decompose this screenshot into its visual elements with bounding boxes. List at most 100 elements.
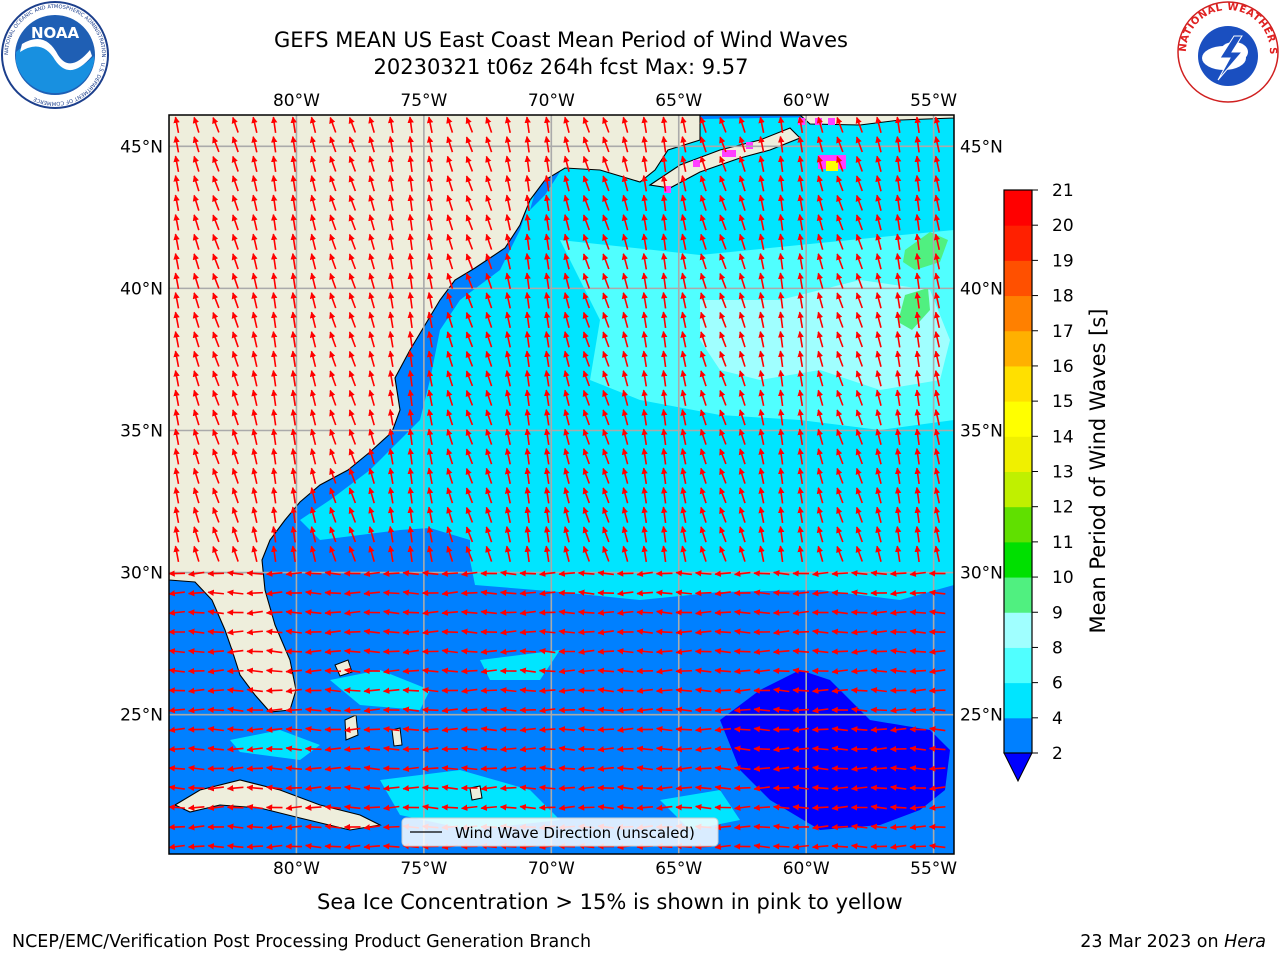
wave-direction-arrow (173, 272, 180, 290)
wave-direction-arrow (290, 174, 297, 192)
wave-direction-arrow (563, 428, 570, 445)
wave-direction-arrow (621, 389, 629, 406)
wave-direction-arrow (426, 331, 434, 348)
wave-direction-arrow (914, 291, 921, 309)
wave-direction-arrow (407, 369, 414, 387)
wave-direction-arrow (602, 155, 610, 172)
wave-direction-arrow (680, 409, 687, 426)
wave-direction-arrow (875, 155, 882, 172)
wave-direction-arrow (661, 408, 668, 426)
wave-direction-arrow (582, 487, 591, 504)
wave-direction-arrow (368, 428, 375, 445)
wave-direction-arrow (173, 175, 180, 192)
wave-direction-arrow (738, 292, 746, 309)
wave-direction-arrow (758, 487, 765, 504)
wave-direction-arrow (680, 116, 687, 133)
wave-direction-arrow (661, 506, 668, 524)
wave-direction-arrow (738, 370, 746, 387)
wave-direction-arrow (348, 311, 357, 328)
wave-direction-arrow (465, 350, 474, 367)
wave-direction-arrow (811, 784, 829, 792)
wave-direction-arrow (758, 136, 765, 153)
wave-direction-arrow (597, 667, 615, 675)
wave-direction-arrow (368, 253, 375, 270)
wave-direction-arrow (836, 428, 844, 445)
wave-direction-arrow (933, 116, 941, 133)
wave-direction-arrow (348, 214, 357, 231)
wave-direction-arrow (855, 487, 864, 504)
wave-direction-arrow (485, 194, 493, 211)
wave-direction-arrow (719, 194, 727, 211)
wave-direction-arrow (173, 506, 180, 524)
chart-subtitle: 20230321 t06z 264h fcst Max: 9.57 (373, 55, 749, 79)
wave-direction-arrow (758, 448, 765, 465)
wave-direction-arrow (914, 116, 921, 134)
wave-direction-arrow (661, 330, 668, 348)
wave-direction-arrow (699, 292, 707, 309)
wave-direction-arrow (602, 428, 610, 445)
wave-direction-arrow (543, 486, 551, 504)
wave-direction-arrow (251, 233, 258, 250)
wave-direction-arrow (778, 350, 785, 368)
wave-direction-arrow (309, 272, 317, 289)
wave-direction-arrow (212, 467, 220, 484)
wave-direction-arrow (563, 448, 570, 465)
wave-direction-arrow (421, 784, 439, 792)
wave-direction-arrow (426, 370, 434, 387)
wave-direction-arrow (636, 784, 654, 792)
wave-direction-arrow (738, 116, 746, 133)
wave-direction-arrow (348, 272, 357, 289)
wave-direction-arrow (797, 506, 804, 524)
wave-direction-arrow (738, 350, 746, 367)
wave-direction-arrow (387, 252, 395, 270)
wave-direction-arrow (348, 136, 357, 153)
wave-direction-arrow (933, 370, 941, 387)
wave-direction-arrow (816, 389, 824, 406)
wave-direction-arrow (285, 648, 303, 655)
wave-direction-arrow (602, 214, 610, 231)
wave-direction-arrow (797, 389, 804, 407)
wave-direction-arrow (699, 155, 707, 172)
wave-direction-arrow (719, 370, 727, 387)
cuba-land (173, 779, 382, 831)
wave-direction-arrow (426, 448, 434, 465)
wave-direction-arrow (485, 311, 493, 328)
wave-direction-arrow (563, 292, 570, 309)
wave-direction-arrow (485, 409, 493, 426)
wave-direction-arrow (719, 487, 727, 504)
wave-direction-arrow (797, 291, 804, 309)
wave-direction-arrow (855, 175, 864, 192)
wave-direction-arrow (426, 155, 434, 173)
wave-direction-arrow (855, 370, 864, 387)
wave-direction-arrow (504, 409, 512, 426)
lat-tick-label-right: 40°N (960, 279, 1003, 299)
wave-direction-arrow (504, 370, 512, 387)
wave-direction-arrow (348, 428, 357, 445)
wave-direction-arrow (933, 428, 941, 445)
wave-direction-arrow (212, 253, 220, 270)
wave-direction-arrow (368, 506, 375, 523)
wave-direction-arrow (855, 136, 864, 153)
wave-direction-arrow (602, 448, 610, 465)
wave-direction-arrow (212, 155, 220, 172)
wave-direction-arrow (226, 726, 244, 733)
wave-direction-arrow (426, 175, 434, 192)
wave-direction-arrow (778, 272, 785, 290)
wave-direction-arrow (192, 233, 200, 250)
wave-direction-arrow (382, 823, 400, 831)
wave-direction-arrow (251, 331, 258, 348)
wave-direction-arrow (192, 428, 200, 445)
wave-direction-arrow (816, 331, 824, 348)
wave-direction-arrow (382, 570, 400, 577)
wave-direction-arrow (894, 116, 902, 134)
wave-direction-arrow (485, 214, 493, 231)
wave-direction-arrow (719, 272, 727, 289)
wave-direction-arrow (465, 194, 474, 211)
wave-direction-arrow (836, 116, 844, 133)
wave-direction-arrow (251, 136, 258, 153)
wave-direction-arrow (680, 467, 687, 484)
wave-direction-arrow (465, 214, 474, 231)
wave-direction-arrow (719, 448, 727, 465)
wave-direction-arrow (212, 428, 220, 445)
wave-direction-arrow (348, 331, 357, 348)
